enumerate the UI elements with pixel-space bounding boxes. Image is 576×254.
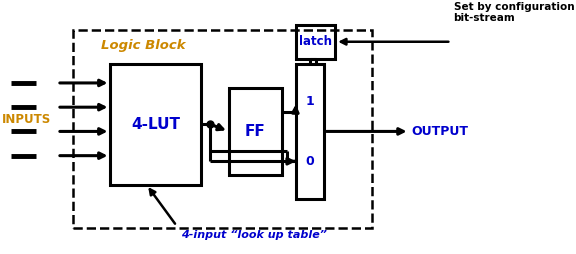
Text: OUTPUT: OUTPUT	[412, 125, 469, 138]
Text: 4-LUT: 4-LUT	[131, 117, 180, 132]
Bar	[111, 64, 201, 185]
Text: 4-input “look up table”: 4-input “look up table”	[181, 230, 327, 240]
Bar	[296, 25, 335, 59]
Bar	[229, 88, 282, 175]
Text: Set by configuration
bit-stream: Set by configuration bit-stream	[453, 2, 574, 23]
Text: latch: latch	[299, 35, 332, 48]
Bar	[296, 64, 324, 199]
Text: Logic Block: Logic Block	[101, 39, 185, 52]
Text: INPUTS: INPUTS	[2, 113, 52, 126]
Bar	[73, 30, 373, 228]
Text: 0: 0	[305, 155, 314, 168]
Text: 1: 1	[305, 95, 314, 108]
Text: FF: FF	[245, 124, 266, 139]
